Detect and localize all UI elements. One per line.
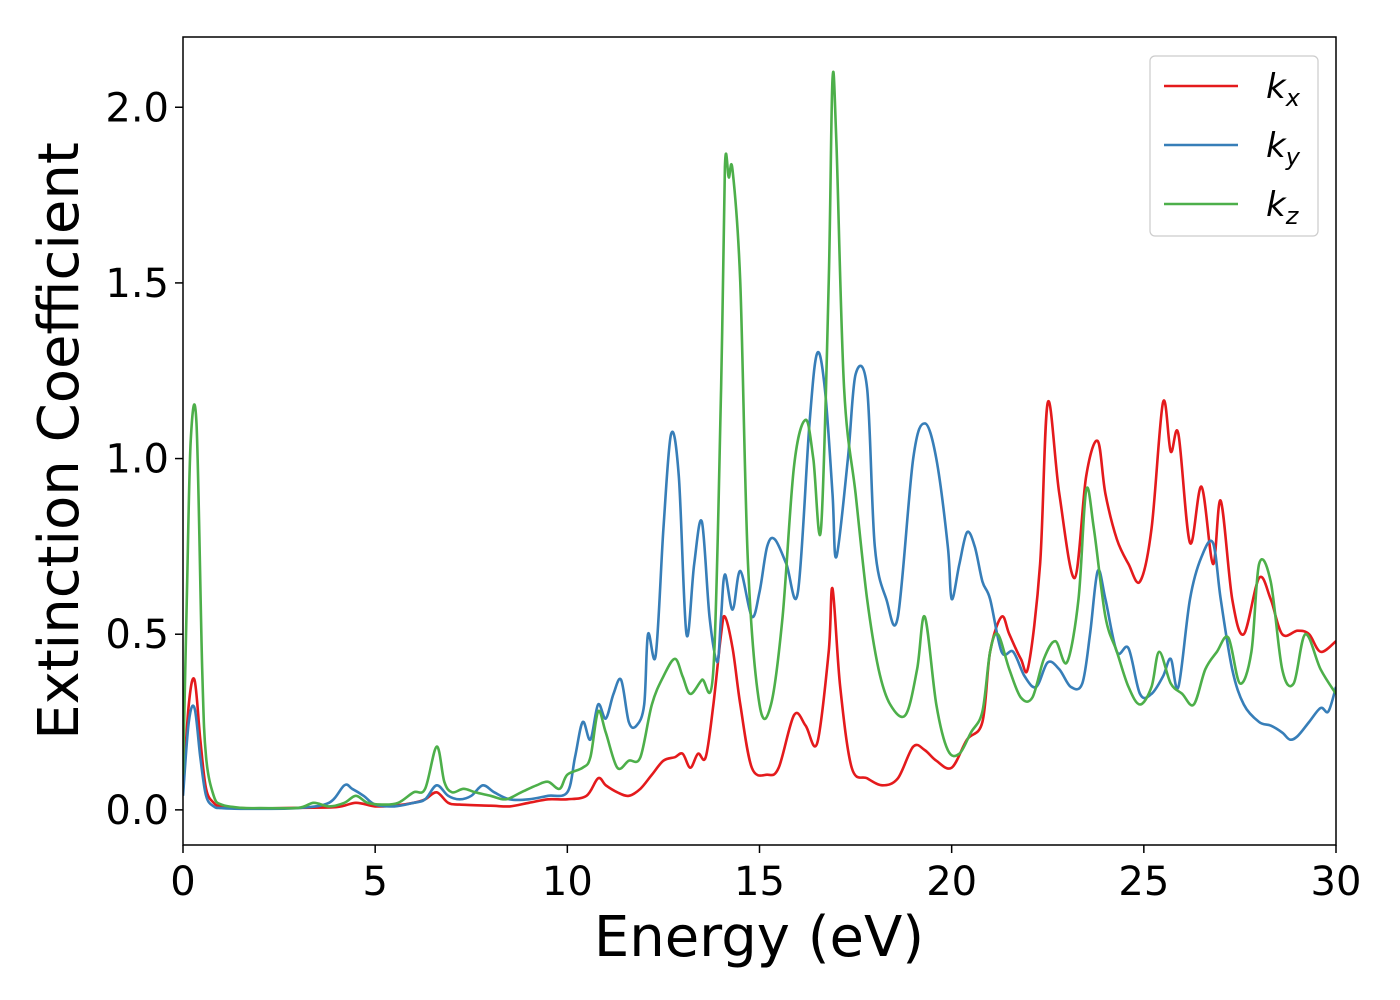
legend-label-y: ky (1266, 126, 1301, 171)
x-tick-label: 10 (542, 859, 593, 905)
legend-label-base: k (1266, 67, 1287, 107)
series-line-z (183, 70, 1336, 810)
y-tick-label: 1.0 (105, 437, 169, 483)
x-tick-label: 5 (362, 859, 387, 905)
legend-label-subscript: y (1285, 143, 1301, 171)
x-axis: 0 5 10 15 20 25 30 (170, 845, 1361, 905)
y-axis: 0.0 0.5 1.0 1.5 2.0 (105, 85, 183, 834)
legend-label-base: k (1266, 185, 1287, 225)
legend-label-x: kx (1266, 67, 1301, 112)
series-line-x (183, 399, 1336, 810)
y-tick-label: 0.0 (105, 788, 169, 834)
x-tick-label: 30 (1311, 859, 1362, 905)
y-tick-label: 0.5 (105, 612, 169, 658)
y-tick-label: 2.0 (105, 85, 169, 131)
y-axis-title: Extinction Coefficient (27, 142, 92, 740)
x-tick-label: 25 (1118, 859, 1169, 905)
legend-label-z: kz (1266, 185, 1300, 230)
legend-label-base: k (1266, 126, 1287, 166)
x-tick-label: 0 (170, 859, 195, 905)
legend-label-subscript: z (1285, 202, 1300, 230)
y-tick-label: 1.5 (105, 261, 169, 307)
legend-label-subscript: x (1285, 84, 1301, 112)
x-axis-title: Energy (eV) (594, 905, 924, 970)
x-tick-label: 20 (926, 859, 977, 905)
series-layer (183, 70, 1336, 811)
x-tick-label: 15 (734, 859, 785, 905)
